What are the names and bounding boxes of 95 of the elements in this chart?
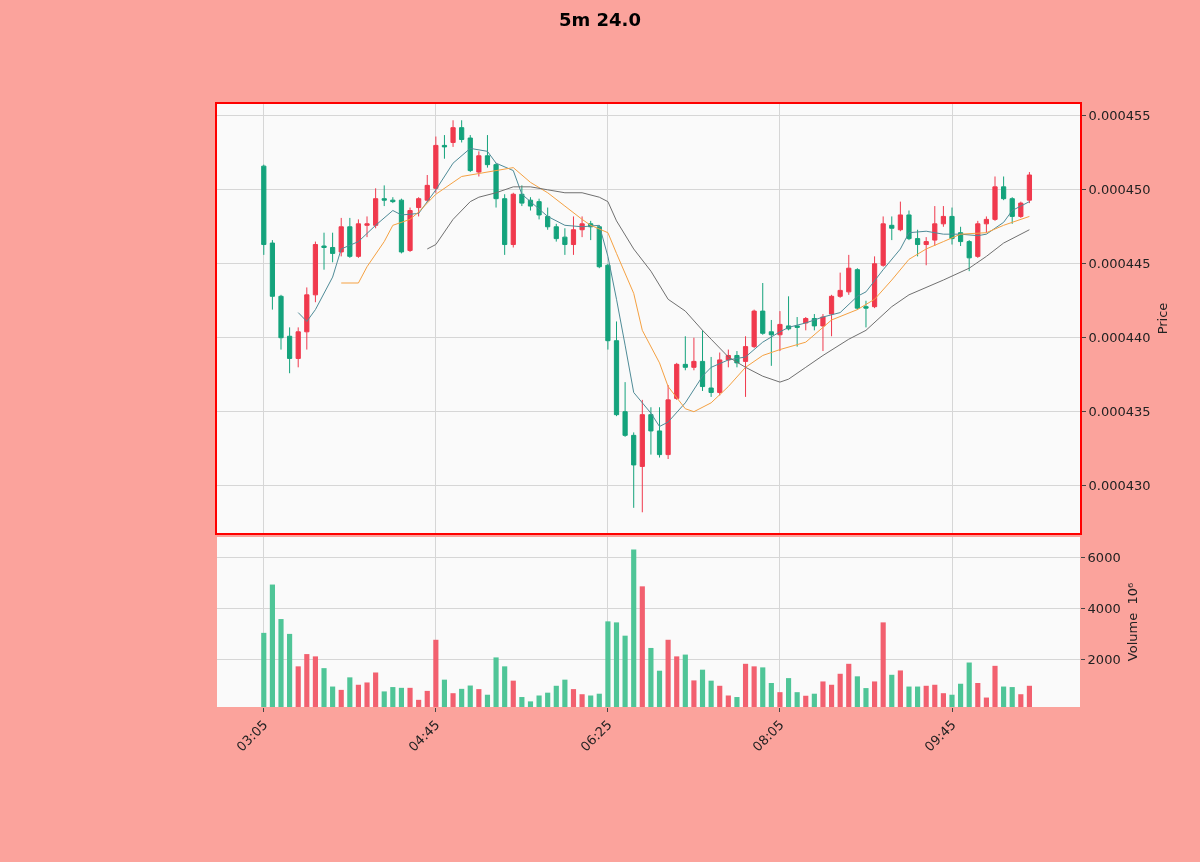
candlestick bbox=[828, 294, 835, 337]
y-tick-label: 0.000430 bbox=[1088, 478, 1151, 494]
candlestick bbox=[269, 239, 276, 311]
candlestick bbox=[622, 381, 628, 438]
y-axis-title: Price bbox=[1154, 302, 1170, 335]
candlestick bbox=[519, 184, 525, 207]
y-tick-label: 0.000455 bbox=[1088, 108, 1151, 124]
candlestick bbox=[837, 272, 843, 299]
candlestick bbox=[562, 227, 568, 256]
candlestick bbox=[304, 286, 310, 351]
candlestick bbox=[923, 236, 929, 266]
candlestick bbox=[803, 316, 809, 331]
candlestick bbox=[502, 193, 508, 256]
candlestick bbox=[863, 300, 869, 328]
candlestick bbox=[484, 134, 491, 169]
y-tick-label: 4000 bbox=[1087, 601, 1121, 617]
candlestick bbox=[682, 335, 688, 371]
y-tick-label: 0.000445 bbox=[1088, 256, 1151, 272]
candlestick bbox=[476, 150, 482, 177]
candlestick bbox=[751, 309, 757, 349]
candlestick bbox=[373, 187, 379, 229]
candlestick bbox=[338, 217, 344, 257]
candlestick bbox=[777, 310, 783, 352]
candlestick bbox=[433, 136, 439, 194]
candlestick bbox=[665, 384, 671, 460]
candlestick bbox=[940, 205, 946, 228]
candlestick bbox=[381, 184, 387, 207]
candlestick bbox=[536, 198, 542, 220]
candlestick bbox=[639, 399, 645, 513]
y-tick-label: 0.000440 bbox=[1088, 330, 1151, 346]
candlestick bbox=[983, 215, 990, 234]
candlestick bbox=[708, 356, 714, 398]
candlestick bbox=[398, 198, 405, 254]
line-series bbox=[426, 186, 1030, 383]
candlestick bbox=[906, 210, 912, 241]
candlestick bbox=[717, 352, 723, 396]
candlestick bbox=[914, 229, 921, 257]
candlestick bbox=[674, 362, 680, 401]
candlestick bbox=[441, 134, 448, 160]
line-series bbox=[297, 147, 1030, 427]
candlestick bbox=[854, 267, 860, 311]
candlestick bbox=[459, 119, 465, 143]
candlestick bbox=[613, 320, 620, 417]
candlestick bbox=[467, 134, 473, 173]
candlestick bbox=[966, 239, 972, 272]
candlestick bbox=[1026, 171, 1033, 204]
candlestick bbox=[330, 232, 336, 263]
candlestick bbox=[278, 294, 284, 351]
candlestick bbox=[424, 174, 430, 203]
candlestick bbox=[261, 164, 267, 256]
candlestick bbox=[493, 162, 499, 209]
y-axis-title: Volume 10⁶ bbox=[1125, 582, 1141, 662]
candlestick bbox=[553, 223, 559, 243]
candlestick bbox=[760, 282, 766, 336]
candlestick bbox=[286, 326, 293, 374]
candlestick bbox=[605, 263, 611, 351]
candlestick bbox=[975, 220, 981, 259]
candlestick bbox=[932, 205, 938, 247]
candlestick bbox=[820, 313, 826, 352]
candlestick bbox=[321, 232, 327, 271]
candlestick bbox=[450, 119, 456, 148]
candlestick bbox=[355, 218, 362, 259]
candlestick bbox=[570, 215, 577, 256]
candlestick bbox=[846, 254, 852, 296]
candlestick bbox=[416, 196, 422, 217]
candlestick bbox=[312, 241, 319, 303]
chart-title: 5m 24.0 bbox=[559, 8, 641, 30]
candlestick bbox=[347, 217, 353, 259]
candlestick bbox=[794, 316, 800, 348]
candlestick bbox=[390, 196, 396, 204]
candlestick bbox=[545, 207, 551, 231]
candlestick bbox=[1018, 201, 1024, 219]
y-tick-label: 2000 bbox=[1087, 652, 1121, 668]
candlestick bbox=[768, 319, 774, 367]
candlestick bbox=[579, 215, 585, 238]
candlestick bbox=[407, 207, 413, 253]
candlestick bbox=[742, 335, 749, 398]
candlestick bbox=[897, 201, 903, 232]
candlestick bbox=[691, 337, 697, 371]
candlestick bbox=[364, 215, 370, 238]
candlestick bbox=[992, 175, 998, 222]
line-series bbox=[340, 167, 1030, 413]
candlestick bbox=[889, 215, 895, 241]
candlestick bbox=[699, 329, 706, 392]
y-tick-label: 6000 bbox=[1087, 550, 1121, 565]
y-tick-label: 0.000450 bbox=[1088, 182, 1151, 198]
candlestick bbox=[631, 431, 637, 509]
candlestick bbox=[648, 406, 654, 456]
candlestick bbox=[880, 215, 886, 268]
candlestick bbox=[949, 207, 955, 246]
candlestick bbox=[510, 192, 516, 248]
candlestick bbox=[656, 406, 663, 459]
y-tick-label: 0.000435 bbox=[1088, 404, 1151, 420]
candlestick bbox=[1001, 175, 1007, 201]
candlestick bbox=[295, 326, 301, 368]
